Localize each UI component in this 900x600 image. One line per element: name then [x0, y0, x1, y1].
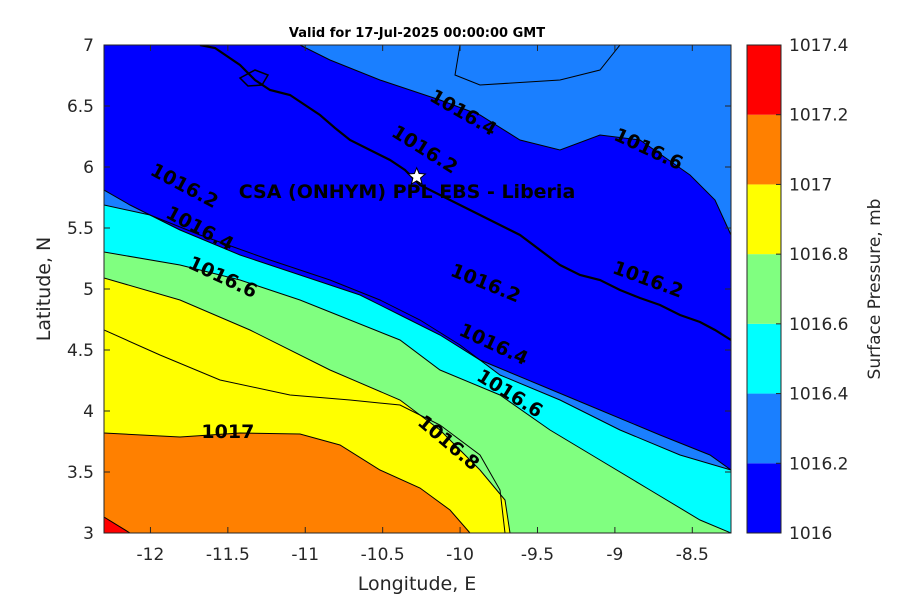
- y-tick-label: 5.5: [67, 219, 94, 239]
- colorbar-frame: [746, 44, 782, 534]
- band-1017-to-1017-2: [104, 433, 470, 533]
- colorbar-tick-label: 1016: [789, 524, 832, 544]
- y-tick-label: 3: [83, 524, 94, 544]
- x-tick-label: -8.5: [676, 545, 709, 565]
- y-tick-label: 4: [83, 402, 94, 422]
- y-tick-label: 4.5: [67, 341, 94, 361]
- colorbar-label: Surface Pressure, mb: [865, 199, 885, 380]
- colorbar-tick-label: 1016.6: [789, 315, 848, 335]
- site-label: CSA (ONHYM) PPL EBS - Liberia: [239, 181, 576, 203]
- x-tick-label: -11.5: [206, 545, 250, 565]
- x-tick-label: -10.5: [361, 545, 405, 565]
- colorbar-segment: [747, 323, 781, 394]
- colorbar-segment: [747, 393, 781, 464]
- y-tick-label: 6.5: [67, 97, 94, 117]
- x-axis-label: Longitude, E: [358, 573, 477, 595]
- band-lowest-core: [104, 45, 731, 345]
- x-tick-label: -10: [446, 545, 474, 565]
- band-low-core: [104, 45, 731, 420]
- y-tick-label: 7: [83, 36, 94, 56]
- contour-lines: [104, 45, 731, 533]
- y-axis-ticks: 3 3.5 4 4.5 5 5.5 6 6.5 7: [67, 36, 731, 544]
- island-outline: [238, 69, 270, 87]
- y-tick-label: 5: [83, 280, 94, 300]
- contour-plot-area: [104, 45, 731, 533]
- x-tick-label: -11: [291, 545, 319, 565]
- colorbar-tick-label: 1016.2: [789, 454, 848, 474]
- x-axis-ticks: -12 -11.5 -11 -10.5 -10 -9.5 -9 -8.5: [137, 45, 709, 565]
- x-tick-label: -9.5: [521, 545, 554, 565]
- colorbar-tick-label: 1017: [789, 175, 832, 195]
- band-1017-2-corner: [104, 516, 131, 533]
- colorbar-segment: [747, 254, 781, 324]
- colorbar-tick-label: 1017.2: [789, 106, 848, 126]
- y-tick-label: 6: [83, 158, 94, 178]
- site-star-icon: [406, 166, 427, 186]
- colorbar-segment: [747, 184, 781, 255]
- colorbar: 1016 1016.2 1016.4 1016.6 1016.8 1017 1017.2 10…: [746, 36, 848, 544]
- y-axis-label: Latitude, N: [33, 237, 55, 342]
- chart-title: Valid for 17-Jul-2025 00:00:00 GMT: [289, 26, 545, 41]
- colorbar-tick-label: 1016.4: [789, 385, 848, 405]
- colorbar-segment: [747, 114, 781, 185]
- colorbar-segment: [747, 463, 781, 533]
- x-tick-label: -12: [137, 545, 165, 565]
- colorbar-tick-label: 1017.4: [789, 36, 848, 56]
- colorbar-segment: [747, 45, 781, 115]
- x-tick-label: -9: [606, 545, 623, 565]
- coastline: [199, 45, 731, 341]
- y-tick-label: 3.5: [67, 463, 94, 483]
- site-marker: CSA (ONHYM) PPL EBS - Liberia: [239, 166, 576, 203]
- contour-label: 1017: [201, 421, 254, 443]
- colorbar-tick-label: 1016.8: [789, 245, 848, 265]
